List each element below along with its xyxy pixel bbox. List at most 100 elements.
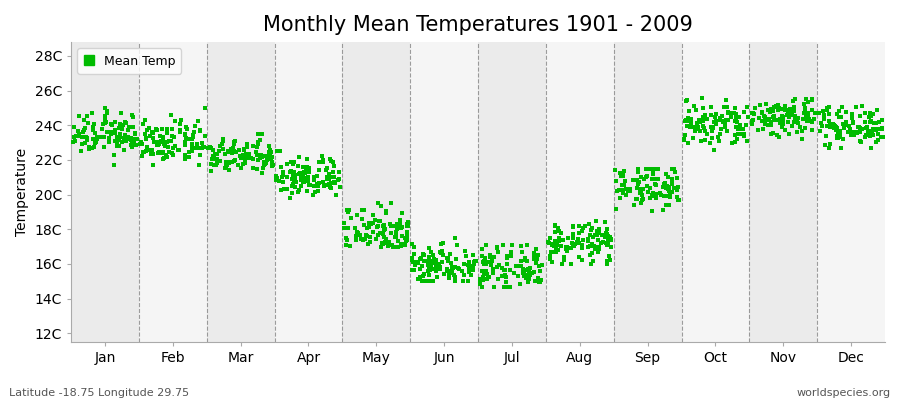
Point <box>151 138 166 145</box>
Point <box>381 240 395 247</box>
Point <box>146 130 160 136</box>
Bar <box>274 42 342 342</box>
Point <box>85 144 99 151</box>
Point <box>592 244 607 251</box>
Point <box>554 261 569 267</box>
Point <box>867 120 881 126</box>
Point <box>98 116 112 122</box>
Point <box>546 243 561 249</box>
Point <box>830 135 844 142</box>
Point <box>263 147 277 153</box>
Point <box>180 126 194 132</box>
Point <box>68 138 83 144</box>
Text: worldspecies.org: worldspecies.org <box>796 388 891 398</box>
Point <box>307 177 321 183</box>
Point <box>182 154 196 160</box>
Point <box>497 283 511 290</box>
Point <box>529 260 544 266</box>
Point <box>486 265 500 272</box>
Point <box>685 124 699 130</box>
Point <box>662 202 677 208</box>
Point <box>801 99 815 105</box>
Point <box>861 114 876 121</box>
Bar <box>681 42 750 342</box>
Point <box>785 123 799 130</box>
Point <box>228 138 242 144</box>
Point <box>114 122 129 129</box>
Point <box>227 158 241 164</box>
Point <box>677 136 691 142</box>
Point <box>287 159 302 165</box>
Point <box>262 143 276 149</box>
Point <box>316 158 330 165</box>
Point <box>127 139 141 146</box>
Point <box>215 141 230 148</box>
Point <box>614 172 628 179</box>
Point <box>778 126 792 133</box>
Point <box>544 242 559 248</box>
Point <box>651 166 665 172</box>
Point <box>798 105 813 111</box>
Point <box>160 154 175 160</box>
Point <box>240 150 255 157</box>
Point <box>422 245 436 252</box>
Point <box>523 264 537 271</box>
Point <box>648 181 662 187</box>
Point <box>639 173 653 179</box>
Point <box>858 134 872 140</box>
Point <box>531 252 545 258</box>
Point <box>565 242 580 249</box>
Point <box>571 236 585 243</box>
Point <box>380 240 394 247</box>
Point <box>104 131 119 138</box>
Point <box>772 116 787 122</box>
Point <box>755 118 770 124</box>
Point <box>455 278 470 284</box>
Point <box>646 193 661 199</box>
Point <box>862 112 877 118</box>
Point <box>830 132 844 139</box>
Point <box>698 128 712 134</box>
Point <box>294 174 309 180</box>
Point <box>373 230 387 236</box>
Point <box>770 132 784 139</box>
Point <box>842 126 857 132</box>
Point <box>531 274 545 281</box>
Point <box>466 267 481 274</box>
Point <box>367 217 382 223</box>
Point <box>617 177 632 184</box>
Point <box>566 224 580 230</box>
Point <box>443 250 457 257</box>
Point <box>554 243 568 249</box>
Point <box>786 98 800 104</box>
Point <box>161 149 176 155</box>
Point <box>823 124 837 130</box>
Point <box>874 126 888 132</box>
Point <box>872 119 886 125</box>
Point <box>866 132 880 138</box>
Point <box>788 108 802 114</box>
Point <box>662 186 676 192</box>
Point <box>839 118 853 125</box>
Point <box>703 140 717 146</box>
Point <box>395 224 410 230</box>
Point <box>688 124 702 130</box>
Point <box>417 252 431 258</box>
Point <box>469 257 483 264</box>
Point <box>795 135 809 142</box>
Point <box>728 139 742 145</box>
Point <box>467 259 482 266</box>
Point <box>831 135 845 141</box>
Point <box>752 114 766 121</box>
Point <box>378 236 392 242</box>
Point <box>805 126 819 133</box>
Point <box>162 138 176 144</box>
Point <box>724 140 739 146</box>
Point <box>648 176 662 182</box>
Point <box>363 234 377 240</box>
Point <box>822 145 836 151</box>
Point <box>464 272 478 278</box>
Point <box>728 118 742 124</box>
Point <box>681 140 696 146</box>
Point <box>671 196 686 203</box>
